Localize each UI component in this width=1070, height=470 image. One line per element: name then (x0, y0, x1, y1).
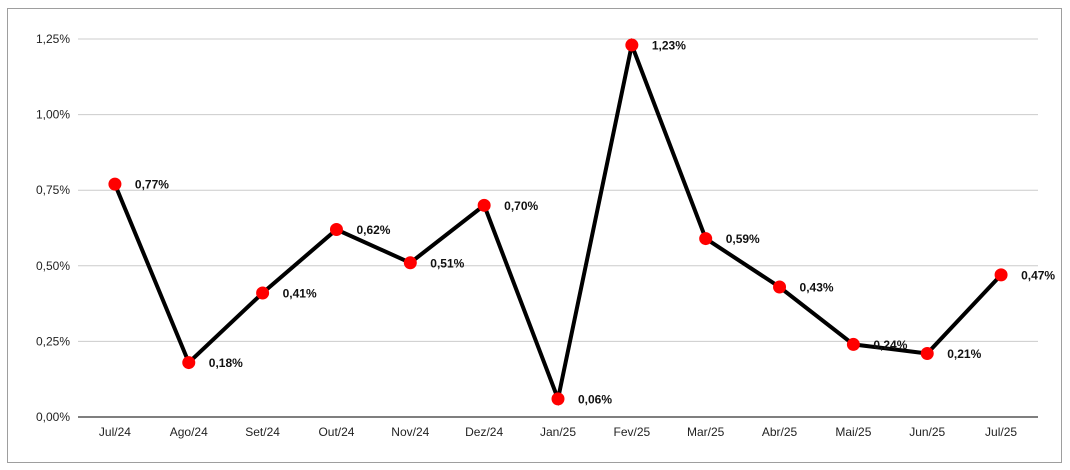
x-tick-label: Abr/25 (762, 425, 798, 439)
chart-frame (7, 8, 1062, 463)
y-axis-ticks: 0,00% 0,25% 0,50% 0,75% 1,00% 1,25% (36, 32, 70, 424)
x-tick-label: Nov/24 (391, 425, 429, 439)
x-tick-label: Dez/24 (465, 425, 503, 439)
x-tick-label: Out/24 (318, 425, 354, 439)
series-line-path (112, 37, 1004, 406)
y-tick-label: 0,25% (36, 334, 70, 348)
data-label: 0,59% (726, 232, 760, 246)
x-tick-label: Fev/25 (614, 425, 651, 439)
data-point (182, 356, 196, 370)
data-point (477, 198, 491, 212)
data-label: 0,41% (283, 287, 317, 301)
data-label: 0,24% (873, 338, 907, 352)
data-label: 0,62% (356, 223, 390, 237)
y-tick-label: 0,50% (36, 259, 70, 273)
data-label: 0,18% (209, 356, 243, 370)
data-point (920, 346, 934, 360)
y-tick-label: 1,25% (36, 32, 70, 46)
data-point (329, 223, 343, 237)
data-labels: 0,77% 0,18% 0,41% 0,62% 0,51% 0,70% 0,06% 1,23%… (135, 39, 1056, 407)
y-tick-label: 1,00% (36, 108, 70, 122)
x-tick-label: Mar/25 (687, 425, 725, 439)
data-point (773, 280, 787, 294)
y-tick-label: 0,00% (36, 410, 70, 424)
x-tick-label: Jul/25 (985, 425, 1017, 439)
x-axis-ticks: Jul/24 Ago/24 Set/24 Out/24 Nov/24 Dez/24 Jan/… (99, 425, 1018, 439)
data-points (108, 38, 1008, 406)
data-label: 0,06% (578, 392, 612, 406)
data-point (994, 268, 1008, 282)
data-point (256, 286, 270, 300)
data-label: 0,77% (135, 178, 169, 192)
x-tick-label: Jan/25 (540, 425, 576, 439)
data-point (699, 232, 713, 246)
x-tick-label: Ago/24 (170, 425, 208, 439)
series-line (112, 37, 1004, 406)
data-point (403, 256, 417, 270)
y-tick-label: 0,75% (36, 183, 70, 197)
data-label: 0,47% (1021, 268, 1055, 282)
data-point (846, 337, 860, 351)
data-label: 0,21% (947, 347, 981, 361)
data-point (551, 392, 565, 406)
gridlines (78, 38, 1038, 418)
data-label: 0,51% (430, 256, 464, 270)
data-point (625, 38, 639, 52)
x-tick-label: Set/24 (245, 425, 280, 439)
data-label: 0,43% (800, 280, 834, 294)
data-label: 0,70% (504, 199, 538, 213)
x-tick-label: Jun/25 (909, 425, 945, 439)
data-point (108, 177, 122, 191)
x-tick-label: Mai/25 (835, 425, 871, 439)
x-tick-label: Jul/24 (99, 425, 131, 439)
data-label: 1,23% (652, 39, 686, 53)
